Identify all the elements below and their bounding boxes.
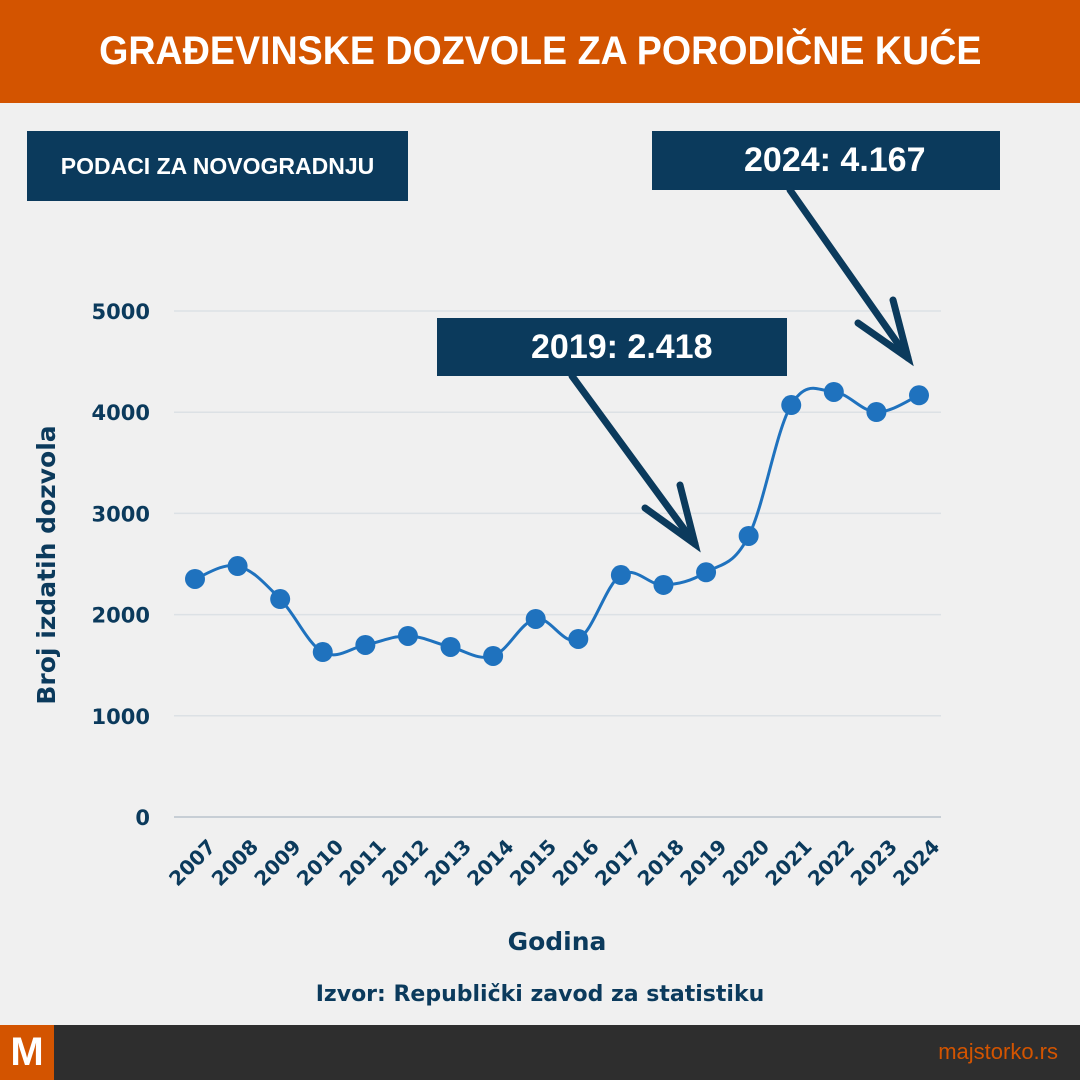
x-tick-label: 2023 — [846, 834, 902, 890]
x-tick-label: 2017 — [590, 834, 646, 890]
data-point-2014 — [483, 645, 504, 666]
gridlines — [174, 310, 941, 818]
data-point-2017 — [610, 565, 631, 586]
y-tick-label: 0 — [135, 806, 150, 830]
data-point-2012 — [397, 625, 418, 646]
x-tick-label: 2019 — [675, 834, 731, 890]
subtitle-tag: PODACI ZA NOVOGRADNJU — [27, 131, 408, 201]
y-axis-ticks: 0 1000 2000 3000 4000 5000 — [92, 300, 150, 830]
x-tick-label: 2020 — [718, 834, 774, 890]
data-point-2018 — [653, 574, 674, 595]
data-point-2016 — [568, 628, 589, 649]
y-tick-label: 2000 — [92, 604, 150, 628]
x-tick-label: 2024 — [888, 834, 944, 890]
x-tick-label: 2012 — [377, 834, 433, 890]
x-tick-label: 2008 — [207, 834, 263, 890]
x-tick-label: 2011 — [334, 834, 390, 890]
data-points — [185, 381, 929, 666]
data-point-2020 — [738, 525, 759, 546]
data-point-2013 — [440, 636, 461, 657]
data-point-2021 — [781, 395, 802, 416]
series-line — [194, 386, 920, 659]
x-tick-label: 2013 — [420, 834, 476, 890]
y-tick-label: 1000 — [92, 705, 150, 729]
x-tick-label: 2016 — [547, 834, 603, 890]
annotation-2019: 2019: 2.418 — [437, 318, 787, 376]
x-tick-label: 2015 — [505, 834, 561, 890]
data-point-2015 — [525, 608, 546, 629]
x-axis-title: Godina — [508, 927, 607, 956]
source-note: Izvor: Republički zavod za statistiku — [315, 982, 765, 1007]
logo-icon: M — [0, 1025, 54, 1080]
x-tick-label: 2022 — [803, 834, 859, 890]
data-point-2008 — [227, 556, 248, 577]
x-tick-label: 2010 — [292, 834, 348, 890]
data-point-2023 — [866, 401, 887, 422]
y-tick-label: 5000 — [92, 300, 150, 324]
footer-bar: M majstorko.rs — [0, 1025, 1080, 1080]
x-tick-label: 2018 — [633, 834, 689, 890]
data-point-2024 — [909, 385, 929, 406]
site-link[interactable]: majstorko.rs — [938, 1039, 1058, 1064]
y-tick-label: 3000 — [92, 502, 150, 526]
x-tick-label: 2007 — [164, 834, 220, 890]
arrow-icon-2019 — [568, 372, 701, 553]
annotation-2024: 2024: 4.167 — [652, 131, 1000, 190]
page-title: GRAĐEVINSKE DOZVOLE ZA PORODIČNE KUĆE — [98, 29, 982, 73]
data-point-2009 — [270, 589, 291, 610]
header-banner: GRAĐEVINSKE DOZVOLE ZA PORODIČNE KUĆE — [0, 0, 1080, 103]
y-axis-title: Broj izdatih dozvola — [32, 425, 61, 704]
data-point-2007 — [185, 568, 205, 589]
x-tick-label: 2009 — [249, 834, 305, 890]
data-point-2022 — [823, 381, 844, 402]
data-point-2019 — [696, 562, 717, 583]
data-point-2011 — [355, 634, 376, 655]
data-point-2010 — [312, 642, 333, 663]
x-tick-label: 2021 — [760, 834, 816, 890]
x-axis-ticks: 2007200820092010201120122013201420152016… — [164, 834, 944, 890]
y-tick-label: 4000 — [92, 401, 150, 425]
x-tick-label: 2014 — [462, 834, 518, 890]
arrow-icon-2024 — [786, 186, 914, 367]
